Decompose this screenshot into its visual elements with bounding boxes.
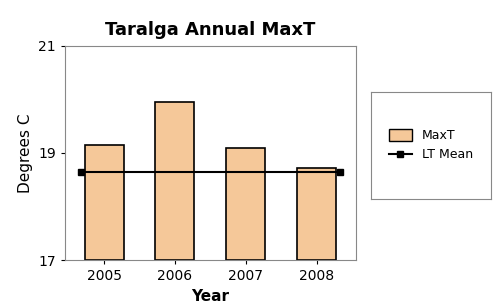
Y-axis label: Degrees C: Degrees C: [18, 113, 33, 193]
X-axis label: Year: Year: [191, 289, 229, 304]
Legend: MaxT, LT Mean: MaxT, LT Mean: [383, 123, 479, 168]
Bar: [226, 147, 266, 260]
Title: Taralga Annual MaxT: Taralga Annual MaxT: [105, 21, 316, 39]
Bar: [155, 102, 194, 260]
Bar: [297, 168, 336, 260]
Bar: [85, 145, 124, 260]
